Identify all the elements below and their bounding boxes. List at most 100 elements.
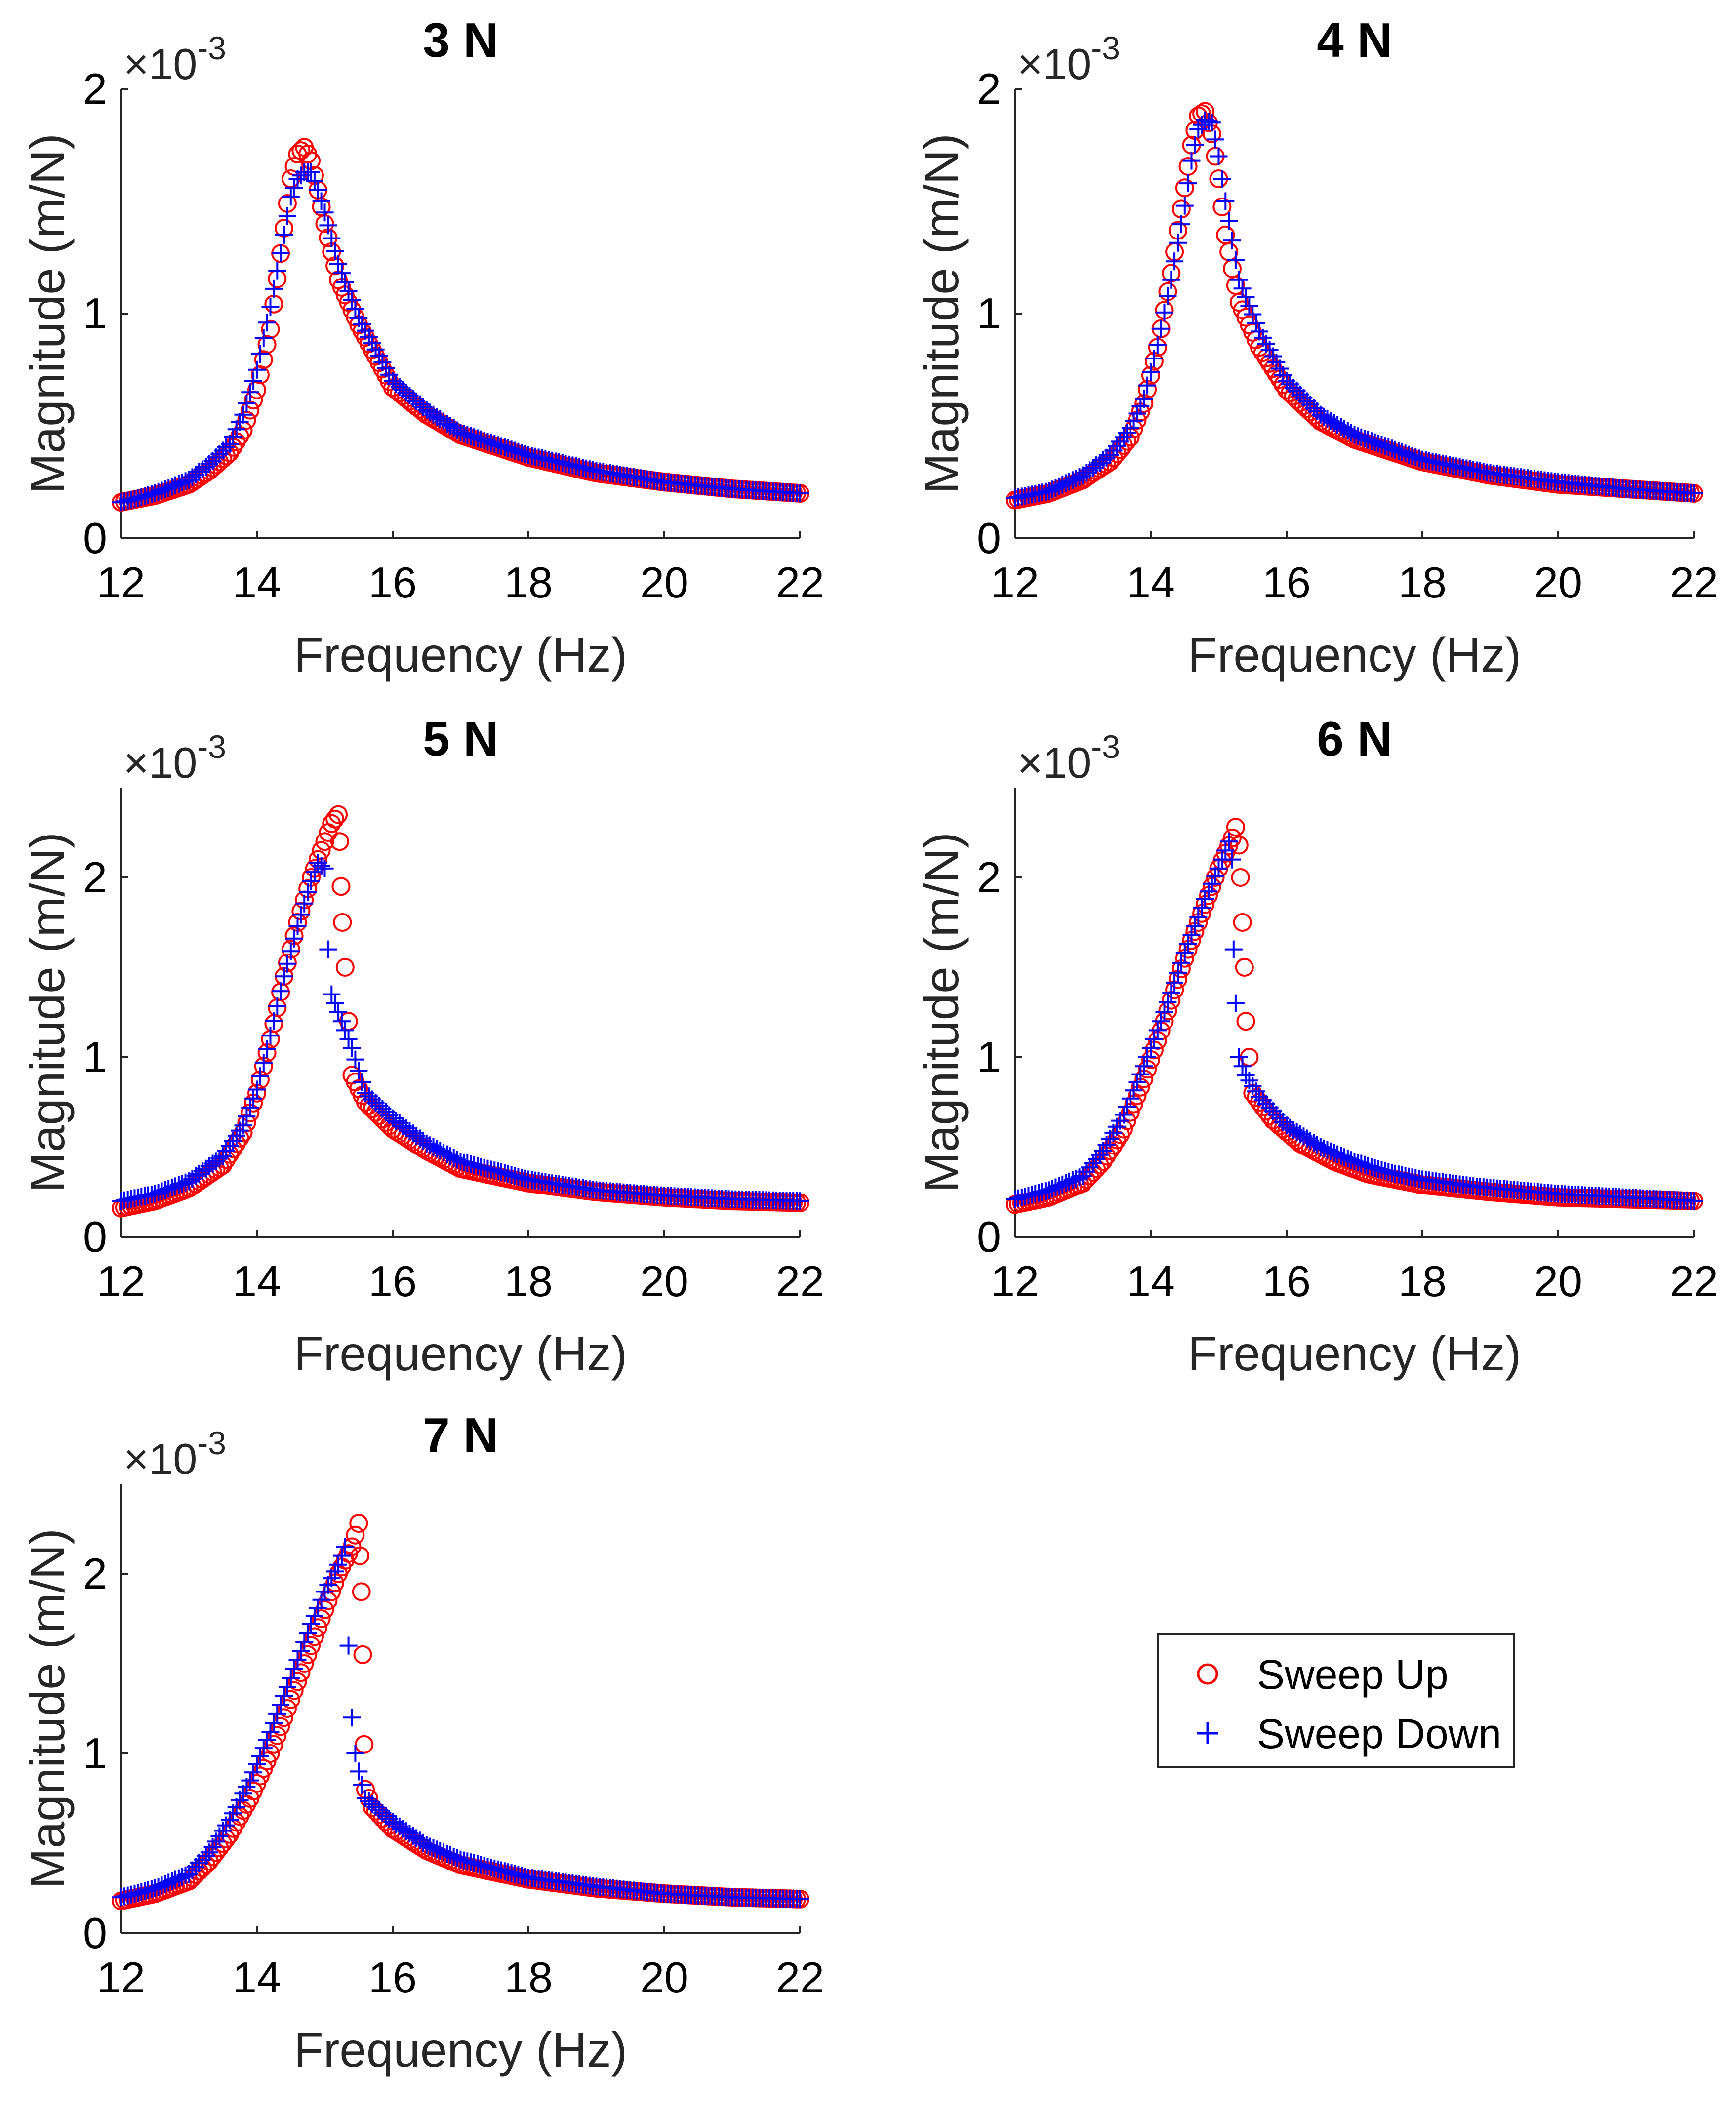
- data-point: [302, 1636, 321, 1655]
- data-point: [319, 216, 337, 235]
- data-point: [346, 1525, 365, 1545]
- data-point: [1111, 433, 1130, 451]
- data-point: [1203, 875, 1221, 893]
- data-point: [275, 1687, 293, 1705]
- data-point: [1226, 994, 1245, 1012]
- data-point: [261, 1723, 280, 1741]
- data-point: [251, 345, 269, 363]
- y-tick-label: 2: [977, 853, 1001, 902]
- x-tick-label: 12: [97, 558, 145, 607]
- data-point: [1175, 178, 1194, 198]
- data-point: [1172, 954, 1190, 972]
- data-point: [291, 1663, 311, 1682]
- y-tick-label: 0: [83, 1212, 107, 1261]
- data-point: [1155, 303, 1173, 321]
- data-point: [1240, 297, 1258, 315]
- data-point: [1231, 868, 1250, 887]
- y-tick-label: 0: [83, 1909, 107, 1957]
- data-point: [1233, 1057, 1252, 1075]
- data-point: [299, 1624, 317, 1642]
- data-point: [244, 1089, 263, 1108]
- x-tick-label: 16: [368, 558, 417, 607]
- data-point: [265, 279, 283, 298]
- data-point: [1118, 424, 1136, 442]
- data-point: [791, 484, 809, 502]
- y-exponent-label: ×10-3: [123, 1425, 226, 1483]
- legend-marker-sweep-down: [1197, 1722, 1218, 1744]
- data-point: [282, 188, 300, 206]
- y-exponent-value: -3: [197, 728, 226, 765]
- x-tick-label: 22: [776, 558, 824, 607]
- data-point: [333, 913, 352, 932]
- data-point: [227, 420, 245, 438]
- y-tick-label: 2: [977, 64, 1001, 113]
- data-point: [1685, 1192, 1703, 1210]
- data-point: [261, 298, 280, 316]
- data-point: [1186, 136, 1204, 154]
- y-axis-label: Magnitude (m/N): [20, 133, 75, 494]
- data-point: [329, 1003, 347, 1021]
- data-point: [1189, 120, 1208, 138]
- data-point: [1179, 935, 1197, 953]
- data-point: [1115, 1106, 1132, 1124]
- y-tick-label: 1: [977, 1033, 1001, 1081]
- panel-title: 4 N: [1317, 13, 1392, 67]
- data-point: [1166, 252, 1184, 271]
- data-point: [272, 244, 290, 262]
- data-point: [1220, 212, 1238, 230]
- data-point: [1101, 446, 1119, 464]
- data-point: [1121, 1089, 1139, 1108]
- data-point: [261, 1027, 280, 1045]
- series-sweep-down: [1006, 833, 1703, 1210]
- data-point: [231, 413, 249, 431]
- x-tick-label: 14: [1127, 558, 1175, 607]
- x-tick-label: 18: [1398, 558, 1447, 607]
- data-point: [1152, 1012, 1170, 1031]
- data-point: [1162, 271, 1180, 289]
- y-tick-label: 0: [977, 514, 1001, 562]
- panel-title: 3 N: [423, 13, 498, 67]
- x-tick-label: 18: [504, 558, 553, 607]
- data-point: [336, 1538, 354, 1556]
- data-point: [295, 894, 314, 913]
- data-point: [271, 1717, 290, 1736]
- data-point: [292, 1642, 310, 1660]
- data-point: [1203, 114, 1221, 132]
- x-tick-label: 12: [991, 1257, 1039, 1306]
- series-sweep-down: [112, 163, 809, 512]
- data-point: [275, 967, 293, 986]
- data-point: [1206, 130, 1224, 149]
- data-point: [346, 1050, 364, 1069]
- data-point: [1131, 1065, 1150, 1083]
- data-point: [241, 383, 259, 401]
- data-point: [312, 857, 330, 875]
- data-point: [254, 1739, 273, 1757]
- data-point: [1128, 404, 1146, 423]
- data-point: [302, 872, 320, 890]
- data-point: [302, 163, 320, 181]
- data-point: [264, 1735, 283, 1754]
- panel-7n: 7 N Frequency (Hz) Magnitude (m/N) 12 14 1…: [20, 1408, 824, 2077]
- data-point: [1159, 287, 1177, 305]
- data-point: [261, 1744, 280, 1763]
- y-exponent-label: ×10-3: [123, 728, 226, 787]
- data-point: [248, 1080, 266, 1099]
- data-point: [275, 1708, 293, 1727]
- data-point: [268, 1705, 286, 1723]
- data-point: [1199, 113, 1217, 130]
- data-point: [336, 273, 354, 291]
- data-point: [1226, 818, 1245, 837]
- series-sweep-down: [112, 1538, 809, 1908]
- data-point: [791, 1890, 809, 1908]
- data-point: [315, 832, 334, 851]
- legend-label-sweep-down: Sweep Down: [1257, 1711, 1501, 1757]
- data-point: [284, 1681, 304, 1700]
- data-point: [339, 1030, 358, 1048]
- x-tick-label: 22: [776, 1953, 824, 2002]
- data-point: [1216, 192, 1235, 210]
- data-point: [329, 255, 347, 273]
- data-point: [241, 1771, 259, 1790]
- data-point: [309, 1599, 327, 1617]
- data-point: [1182, 926, 1201, 944]
- data-point: [312, 192, 330, 210]
